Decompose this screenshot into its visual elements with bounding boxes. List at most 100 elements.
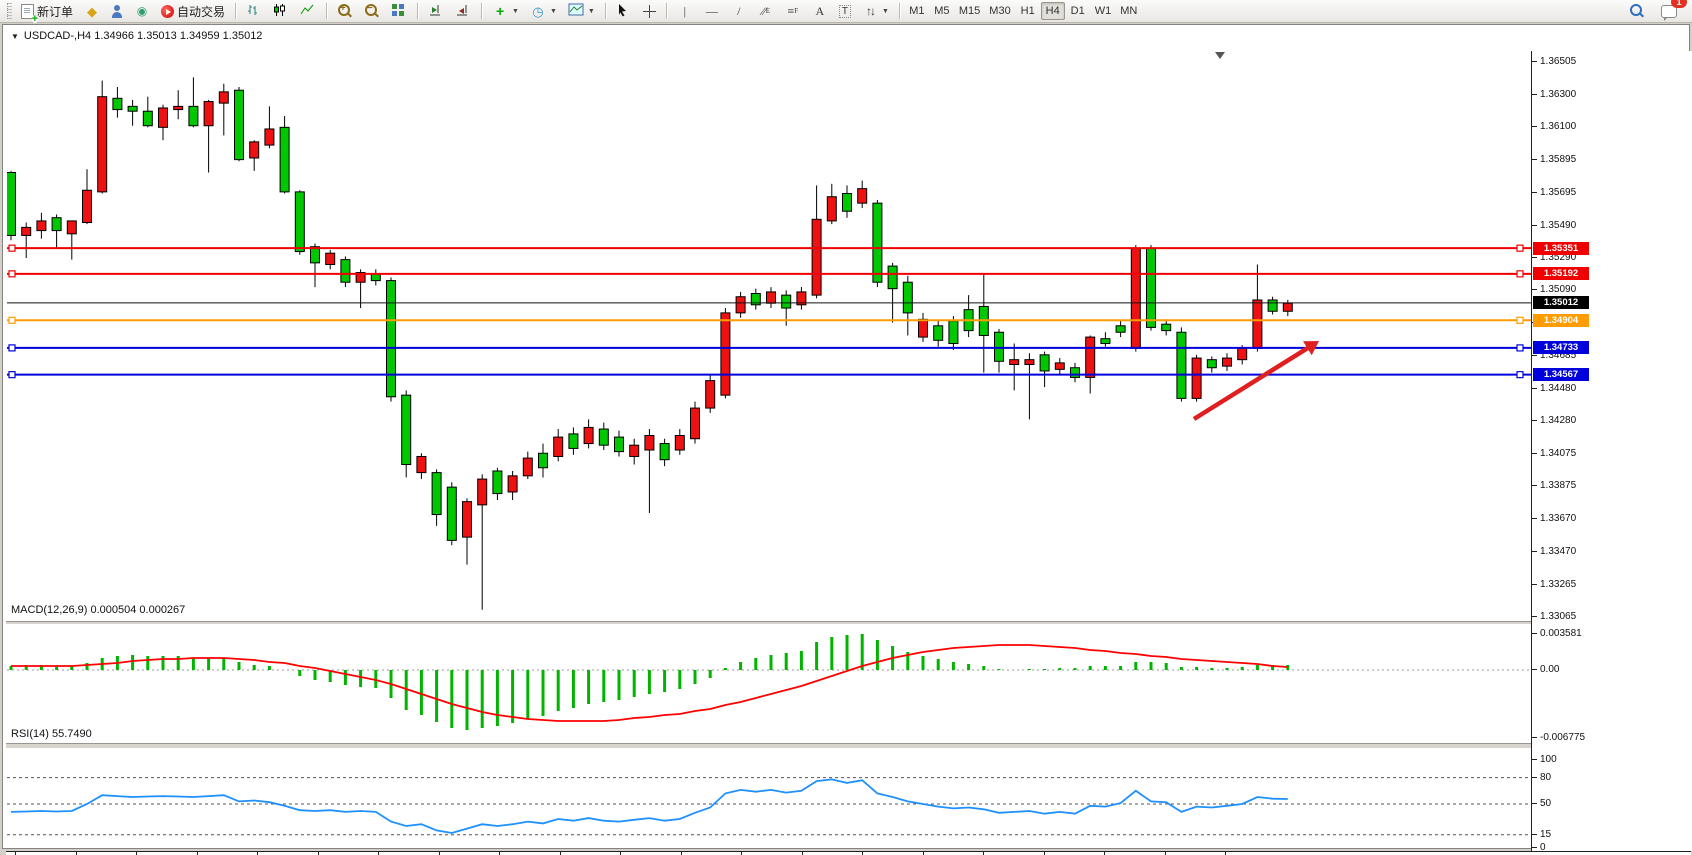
- price-axis-tick: 1.35695: [1531, 186, 1577, 198]
- timeframe-button-h4[interactable]: H4: [1040, 2, 1065, 20]
- line-chart-button[interactable]: [295, 1, 321, 21]
- candle-body: [1054, 362, 1065, 370]
- autotrading-button[interactable]: 自动交易: [156, 1, 230, 21]
- price-axis-tick: 1.33065: [1531, 611, 1577, 622]
- price-axis-tick: 1.34280: [1531, 414, 1577, 426]
- cursor-tool-button[interactable]: [611, 1, 637, 21]
- vertical-line-icon: |: [683, 3, 687, 18]
- time-axis-tick: [1043, 852, 1045, 855]
- candle: [842, 185, 852, 218]
- panel-separator[interactable]: [6, 743, 1690, 749]
- bar-chart-icon: [248, 5, 258, 15]
- candle-body: [1039, 354, 1050, 372]
- time-axis-tick: [196, 852, 198, 855]
- channel-tool[interactable]: ⁄⁄ E: [753, 1, 779, 21]
- line-handle[interactable]: [1516, 344, 1524, 352]
- chat-button[interactable]: 1: [1656, 0, 1687, 21]
- crosshair-tool-button[interactable]: [638, 1, 661, 21]
- candle-body: [902, 281, 913, 314]
- timeframe-button-m1[interactable]: M1: [905, 2, 929, 20]
- chart-shift-button[interactable]: [423, 1, 449, 21]
- chart-shift-marker[interactable]: [1215, 52, 1225, 59]
- auto-scroll-button[interactable]: [450, 1, 476, 21]
- search-icon: [1630, 4, 1642, 16]
- signals-button[interactable]: ◉: [129, 1, 155, 21]
- symbol-dropdown-icon: ▼: [11, 32, 19, 41]
- candle: [629, 438, 640, 465]
- line-handle[interactable]: [8, 316, 16, 324]
- candle: [82, 169, 92, 225]
- trendline-tool[interactable]: /: [726, 1, 752, 21]
- zoom-in-button[interactable]: [332, 1, 358, 21]
- periods-button[interactable]: ◷ ▼: [525, 1, 562, 21]
- dropdown-caret-icon: ▼: [587, 7, 595, 15]
- timeframe-button-m30[interactable]: M30: [985, 2, 1014, 20]
- line-handle[interactable]: [8, 270, 16, 278]
- candle-body: [310, 246, 320, 264]
- community-button[interactable]: [106, 1, 128, 21]
- candle: [1070, 362, 1080, 383]
- text-label-tool[interactable]: T: [834, 1, 856, 21]
- time-axis-tick: [75, 852, 77, 855]
- toolbar-grip[interactable]: [7, 3, 12, 19]
- candle: [553, 429, 564, 462]
- candle: [720, 308, 731, 399]
- line-handle[interactable]: [1516, 371, 1524, 379]
- bar-chart-button[interactable]: [241, 1, 267, 21]
- candle: [1054, 358, 1065, 375]
- price-badge: 1.34904: [1533, 313, 1589, 327]
- candle: [1130, 245, 1141, 352]
- candle-body: [1206, 359, 1217, 369]
- person-icon: [111, 4, 123, 18]
- notification-badge: 1: [1671, 0, 1687, 8]
- line-handle[interactable]: [1516, 244, 1524, 252]
- text-tool[interactable]: A: [807, 1, 833, 21]
- templates-button[interactable]: ▼: [563, 1, 600, 21]
- separator: [326, 3, 328, 19]
- time-axis-tick: [438, 852, 440, 855]
- time-axis[interactable]: 1 May 20232 May 04:002 May 20:003 May 12…: [6, 851, 1691, 855]
- metaquotes-button[interactable]: ◆: [79, 1, 105, 21]
- arrows-tool[interactable]: ↑↓ ▼: [857, 1, 894, 21]
- macd-axis-tick: 0.003581: [1532, 628, 1582, 640]
- rsi-axis-tick: 15: [1531, 828, 1552, 840]
- vertical-line-tool[interactable]: |: [672, 1, 698, 21]
- panel-separator[interactable]: [6, 621, 1690, 625]
- new-order-button[interactable]: 新订单: [16, 1, 78, 23]
- line-handle[interactable]: [1516, 270, 1524, 278]
- candle-body: [781, 294, 792, 309]
- separator: [235, 3, 237, 19]
- horizontal-line-tool[interactable]: —: [699, 1, 725, 21]
- separator: [481, 3, 483, 19]
- timeframe-button-m5[interactable]: M5: [930, 2, 954, 20]
- zoom-out-button[interactable]: [359, 1, 385, 21]
- timeframe-button-m15[interactable]: M15: [955, 2, 984, 20]
- timeframe-button-mn[interactable]: MN: [1116, 2, 1141, 20]
- timeframe-button-h1[interactable]: H1: [1016, 2, 1040, 20]
- separator: [417, 3, 419, 19]
- trendline-icon: /: [737, 3, 741, 18]
- line-handle[interactable]: [1516, 316, 1524, 324]
- chart-title[interactable]: ▼ USDCAD-,H4 1.34966 1.35013 1.34959 1.35…: [11, 30, 262, 42]
- candle: [644, 429, 655, 513]
- candle-body: [1161, 323, 1172, 332]
- candlestick-chart-button[interactable]: [268, 1, 294, 21]
- zoom-out-icon: [365, 3, 378, 16]
- search-button[interactable]: [1624, 1, 1650, 21]
- tile-windows-button[interactable]: [386, 1, 412, 21]
- line-handle[interactable]: [8, 344, 16, 352]
- line-handle[interactable]: [8, 244, 16, 252]
- arrow-annotation[interactable]: [1192, 344, 1312, 421]
- indicators-button[interactable]: + ▼: [487, 1, 524, 21]
- chart-shift-icon: [430, 5, 441, 16]
- price-axis[interactable]: 1.36505 1.36300 1.36100 1.35895 1.35695 1.354…: [1531, 51, 1692, 853]
- candle-body: [264, 128, 275, 146]
- line-handle[interactable]: [8, 371, 16, 379]
- timeframe-button-w1[interactable]: W1: [1091, 2, 1116, 20]
- fibonacci-tool[interactable]: ≡ F: [780, 1, 806, 21]
- separator: [604, 3, 606, 19]
- price-badge: 1.35012: [1533, 296, 1589, 310]
- timeframe-button-d1[interactable]: D1: [1066, 2, 1090, 20]
- candle-body: [1176, 331, 1187, 399]
